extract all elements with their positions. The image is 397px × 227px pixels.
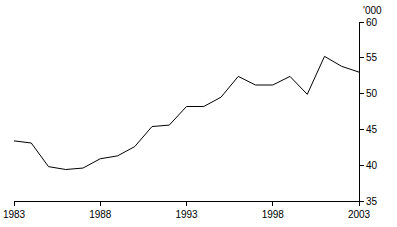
- svg-text:1998: 1998: [262, 209, 285, 220]
- svg-text:45: 45: [366, 124, 378, 135]
- svg-text:40: 40: [366, 160, 378, 171]
- svg-text:50: 50: [366, 88, 378, 99]
- svg-text:60: 60: [366, 17, 378, 28]
- svg-text:55: 55: [366, 52, 378, 63]
- svg-text:2003: 2003: [348, 209, 371, 220]
- svg-text:1993: 1993: [175, 209, 198, 220]
- svg-text:1983: 1983: [3, 209, 26, 220]
- svg-text:'000: '000: [363, 5, 382, 16]
- svg-text:1988: 1988: [89, 209, 112, 220]
- svg-text:35: 35: [366, 196, 378, 207]
